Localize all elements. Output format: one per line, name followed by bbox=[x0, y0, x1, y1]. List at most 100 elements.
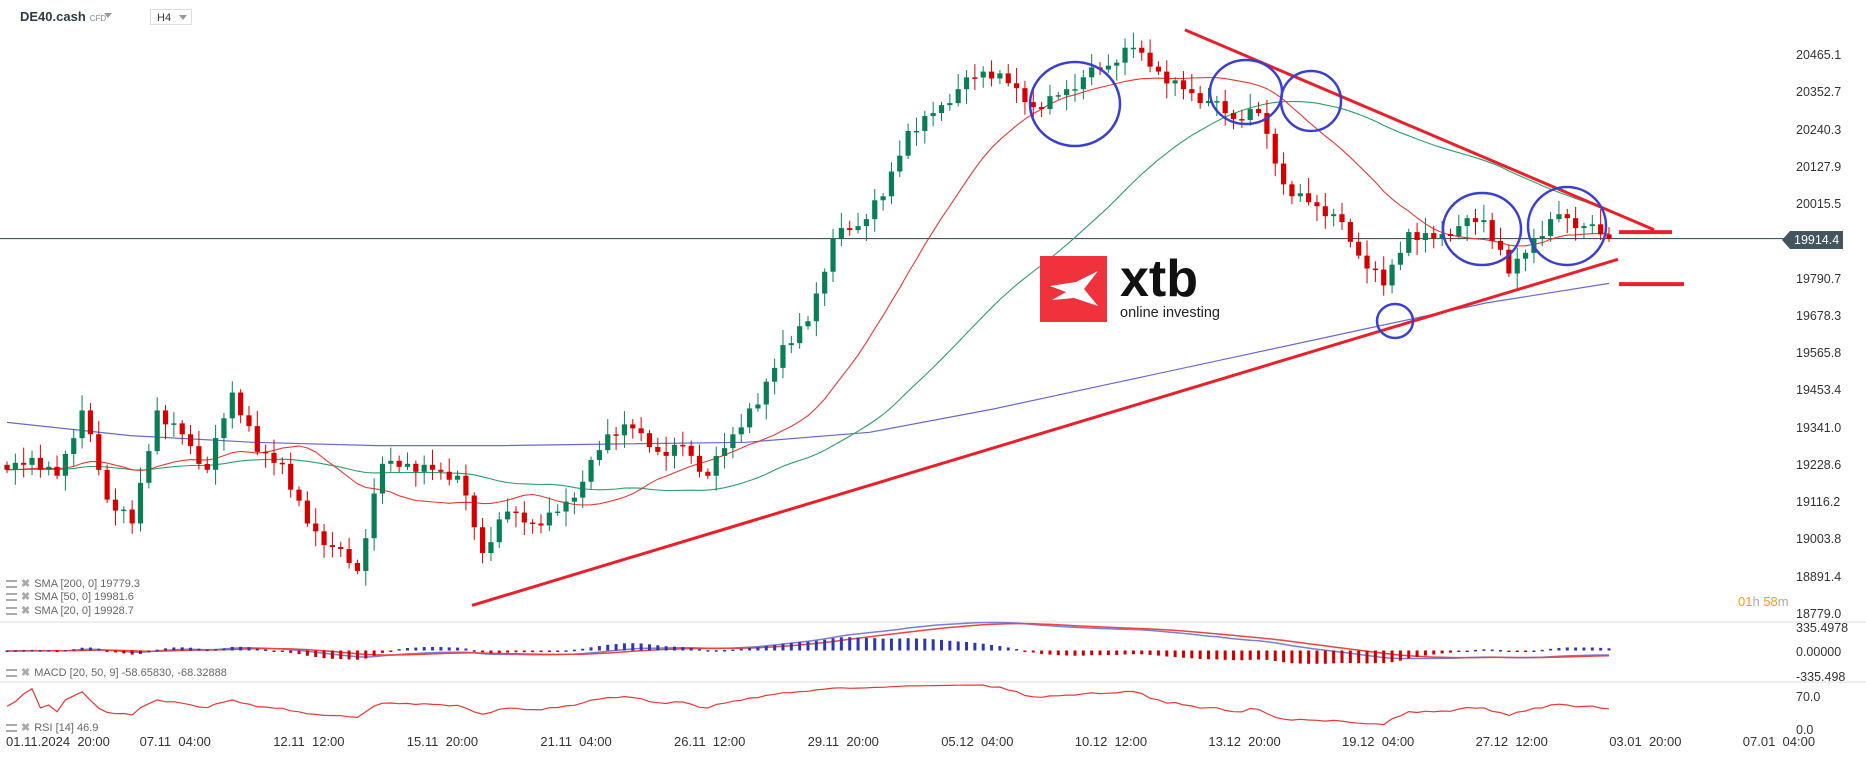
macd-histogram-bar bbox=[1282, 650, 1286, 663]
candle-body bbox=[146, 451, 152, 483]
macd-histogram-bar bbox=[823, 639, 827, 651]
candle-body bbox=[838, 228, 844, 239]
menu-icon[interactable] bbox=[6, 592, 17, 601]
candle-body bbox=[1230, 113, 1237, 120]
candle-body bbox=[705, 471, 711, 476]
candle-body bbox=[396, 460, 402, 467]
close-icon[interactable]: ✖ bbox=[21, 578, 31, 590]
macd-histogram-bar bbox=[789, 642, 793, 651]
close-icon[interactable]: ✖ bbox=[21, 591, 31, 603]
macd-histogram-bar bbox=[1165, 650, 1169, 657]
candle-body bbox=[605, 434, 611, 451]
legend-rsi[interactable]: ✖ RSI [14] 46.9 bbox=[6, 721, 98, 734]
macd-histogram-bar bbox=[456, 647, 460, 651]
candle-body bbox=[1030, 102, 1036, 108]
candle-body bbox=[254, 426, 260, 452]
menu-icon[interactable] bbox=[6, 579, 17, 588]
macd-histogram-bar bbox=[72, 649, 76, 651]
time-axis-label: 15.11 20:00 bbox=[406, 734, 479, 749]
candle-body bbox=[96, 434, 102, 470]
macd-histogram-bar bbox=[1156, 650, 1160, 656]
macd-histogram-bar bbox=[1382, 650, 1386, 664]
price-axis-label: 19678.3 bbox=[1796, 308, 1842, 323]
macd-histogram-bar bbox=[1482, 649, 1486, 651]
macd-histogram-bar bbox=[1532, 650, 1536, 652]
symbol-selector[interactable]: DE40.cash CFD bbox=[20, 9, 106, 24]
macd-histogram-bar bbox=[1273, 650, 1277, 661]
candle-body bbox=[304, 500, 310, 524]
macd-histogram-bar bbox=[1448, 650, 1452, 653]
macd-histogram-bar bbox=[831, 638, 835, 651]
chevron-down-icon[interactable] bbox=[179, 15, 187, 20]
legend-sma200[interactable]: ✖ SMA [200, 0] 19779.3 bbox=[6, 577, 140, 590]
candle-body bbox=[596, 450, 603, 460]
macd-histogram-bar bbox=[1373, 650, 1377, 664]
macd-histogram-bar bbox=[673, 646, 676, 651]
macd-histogram-bar bbox=[205, 649, 209, 652]
price-axis-label: 19003.8 bbox=[1796, 532, 1842, 547]
menu-icon[interactable] bbox=[6, 723, 17, 732]
macd-histogram-bar bbox=[581, 648, 585, 651]
legend-sma20[interactable]: ✖ SMA [20, 0] 19928.7 bbox=[6, 604, 134, 617]
chevron-down-icon[interactable] bbox=[104, 13, 112, 18]
svg-text:xtb: xtb bbox=[1120, 256, 1198, 308]
candle-body bbox=[413, 463, 419, 472]
candle-body bbox=[638, 428, 644, 434]
candle-body bbox=[196, 446, 202, 464]
macd-histogram-bar bbox=[1240, 650, 1244, 661]
macd-histogram-bar bbox=[1599, 647, 1603, 651]
macd-histogram-bar bbox=[622, 643, 626, 651]
macd-histogram-bar bbox=[639, 643, 643, 651]
candle-body bbox=[1080, 77, 1086, 90]
macd-histogram-bar bbox=[1574, 647, 1578, 651]
candle-body bbox=[446, 471, 452, 480]
macd-histogram-bar bbox=[531, 650, 535, 653]
macd-histogram-bar bbox=[731, 649, 735, 651]
macd-histogram-bar bbox=[80, 647, 84, 651]
time-axis-label: 13.12 20:00 bbox=[1208, 734, 1281, 749]
timeframe-select[interactable]: H4 bbox=[150, 9, 192, 25]
macd-histogram-bar bbox=[1181, 650, 1185, 658]
macd-histogram-bar bbox=[1207, 650, 1210, 660]
time-axis-label: 07.01 04:00 bbox=[1742, 734, 1816, 749]
macd-histogram-bar bbox=[539, 650, 543, 653]
macd-histogram-bar bbox=[1298, 650, 1302, 664]
candle-body bbox=[404, 463, 411, 467]
candle-body bbox=[863, 219, 870, 227]
close-icon[interactable]: ✖ bbox=[21, 722, 31, 734]
candle-body bbox=[329, 545, 336, 548]
price-axis-label: 19341.0 bbox=[1796, 420, 1842, 435]
macd-histogram-bar bbox=[1465, 650, 1469, 652]
close-icon[interactable]: ✖ bbox=[21, 605, 31, 617]
menu-icon[interactable] bbox=[6, 606, 17, 615]
menu-icon[interactable] bbox=[6, 668, 17, 677]
macd-histogram-bar bbox=[1549, 648, 1553, 651]
candle-body bbox=[1606, 234, 1612, 239]
candle-body bbox=[1214, 101, 1220, 103]
legend-macd[interactable]: ✖ MACD [20, 50, 9] -58.65830, -68.32888 bbox=[6, 666, 227, 679]
candle-body bbox=[21, 462, 27, 465]
candle-body bbox=[780, 345, 786, 368]
macd-histogram-bar bbox=[606, 644, 610, 651]
macd-histogram-bar bbox=[47, 650, 51, 652]
candle-body bbox=[1172, 80, 1178, 84]
candle-body bbox=[955, 89, 961, 104]
candle-body bbox=[1022, 88, 1028, 103]
candle-body bbox=[1539, 236, 1545, 239]
annotation-circle bbox=[1028, 60, 1122, 148]
candle-body bbox=[1255, 109, 1262, 114]
macd-histogram-bar bbox=[881, 638, 885, 651]
legend-label: SMA [20, 0] 19928.7 bbox=[34, 604, 134, 617]
candle-body bbox=[1047, 96, 1053, 110]
candle-body bbox=[87, 410, 94, 435]
candle-body bbox=[855, 226, 861, 231]
candle-body bbox=[980, 71, 986, 78]
close-icon[interactable]: ✖ bbox=[21, 667, 31, 679]
macd-histogram-bar bbox=[647, 644, 651, 651]
candle-body bbox=[963, 77, 970, 90]
macd-histogram-bar bbox=[931, 639, 935, 651]
legend-sma50[interactable]: ✖ SMA [50, 0] 19981.6 bbox=[6, 590, 134, 603]
candle-body bbox=[1297, 193, 1303, 197]
macd-histogram-bar bbox=[247, 647, 251, 651]
